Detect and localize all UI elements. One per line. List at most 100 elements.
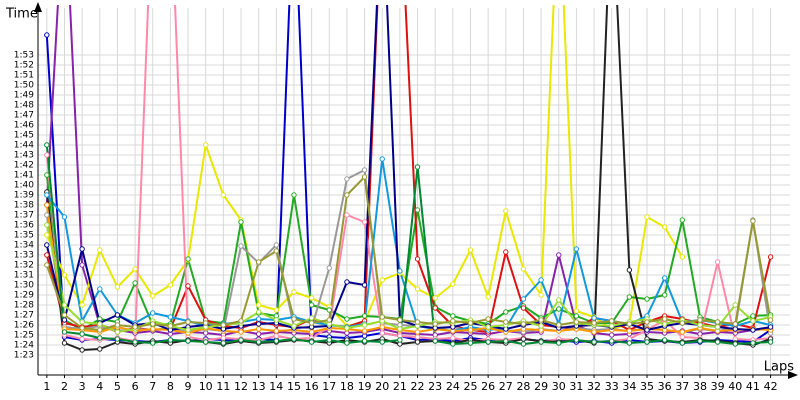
x-tick-label: 35: [640, 380, 654, 393]
point: [556, 322, 562, 328]
x-tick-label: 11: [216, 380, 230, 393]
point: [220, 192, 227, 198]
point: [79, 319, 85, 325]
point: [750, 218, 756, 224]
point: [114, 322, 121, 328]
x-tick-label: 30: [552, 380, 566, 393]
point: [79, 347, 85, 353]
point: [573, 246, 580, 252]
point: [44, 222, 50, 228]
point: [308, 339, 315, 345]
x-tick-label: 5: [114, 380, 121, 393]
point: [626, 267, 633, 273]
point: [556, 340, 562, 346]
y-tick-label: 1:28: [14, 301, 34, 311]
point: [414, 207, 421, 213]
point: [255, 326, 262, 332]
y-tick-label: 1:46: [14, 121, 34, 131]
point: [44, 262, 50, 268]
point: [185, 319, 191, 325]
point: [361, 322, 368, 328]
point: [255, 309, 262, 315]
point: [79, 325, 85, 331]
point: [185, 256, 191, 262]
point: [573, 308, 580, 314]
point: [732, 302, 738, 308]
point: [679, 254, 686, 260]
point: [397, 337, 403, 343]
point: [714, 259, 721, 265]
point: [450, 281, 456, 287]
point: [414, 319, 421, 325]
point: [644, 327, 650, 333]
point: [220, 340, 227, 346]
point: [556, 306, 562, 312]
point: [661, 224, 668, 230]
point: [326, 337, 332, 343]
point: [732, 326, 738, 332]
point: [97, 335, 103, 341]
point: [150, 326, 156, 332]
point: [361, 282, 368, 288]
point: [361, 338, 368, 344]
x-tick-label: 8: [167, 380, 174, 393]
x-tick-label: 7: [149, 380, 156, 393]
point: [414, 334, 421, 340]
point: [97, 346, 103, 352]
point: [132, 280, 138, 286]
point: [379, 330, 385, 336]
point: [79, 336, 85, 342]
point: [379, 277, 385, 283]
point: [255, 259, 262, 265]
point: [273, 242, 280, 248]
point: [609, 323, 615, 329]
y-tick-label: 1:25: [14, 331, 34, 341]
point: [344, 212, 350, 218]
x-tick-label: 19: [358, 380, 372, 393]
point: [397, 317, 403, 323]
point: [503, 309, 509, 315]
y-tick-label: 1:41: [14, 171, 34, 181]
point: [432, 321, 438, 327]
point: [414, 329, 421, 335]
x-tick-label: 37: [675, 380, 689, 393]
point: [750, 327, 756, 333]
x-tick-label: 10: [199, 380, 213, 393]
point: [61, 312, 68, 318]
point: [344, 279, 350, 285]
point: [61, 302, 68, 308]
y-tick-label: 1:53: [14, 51, 34, 61]
y-tick-label: 1:37: [14, 211, 34, 221]
x-tick-label: 1: [43, 380, 50, 393]
point: [520, 296, 527, 302]
point: [379, 324, 385, 330]
x-tick-label: 42: [764, 380, 778, 393]
x-tick-label: 17: [322, 380, 336, 393]
y-tick-label: 1:52: [14, 61, 34, 71]
series-line: [45, 176, 772, 331]
point: [538, 277, 544, 283]
point: [450, 318, 456, 324]
point: [767, 317, 774, 323]
point: [132, 339, 138, 345]
y-axis-title: Time: [5, 7, 38, 22]
point: [44, 252, 50, 258]
point: [573, 319, 580, 325]
x-tick-label: 23: [428, 380, 442, 393]
y-tick-label: 1:50: [14, 81, 34, 91]
y-tick-label: 1:40: [14, 181, 34, 191]
point: [291, 336, 297, 342]
point: [591, 320, 597, 326]
point: [291, 289, 297, 295]
x-tick-label: 6: [132, 380, 139, 393]
point: [432, 338, 438, 344]
point: [714, 339, 721, 345]
point: [167, 337, 174, 343]
point: [255, 321, 262, 327]
point: [273, 328, 280, 334]
point: [273, 317, 280, 323]
point: [414, 339, 421, 345]
point: [291, 192, 297, 198]
point: [626, 321, 633, 327]
